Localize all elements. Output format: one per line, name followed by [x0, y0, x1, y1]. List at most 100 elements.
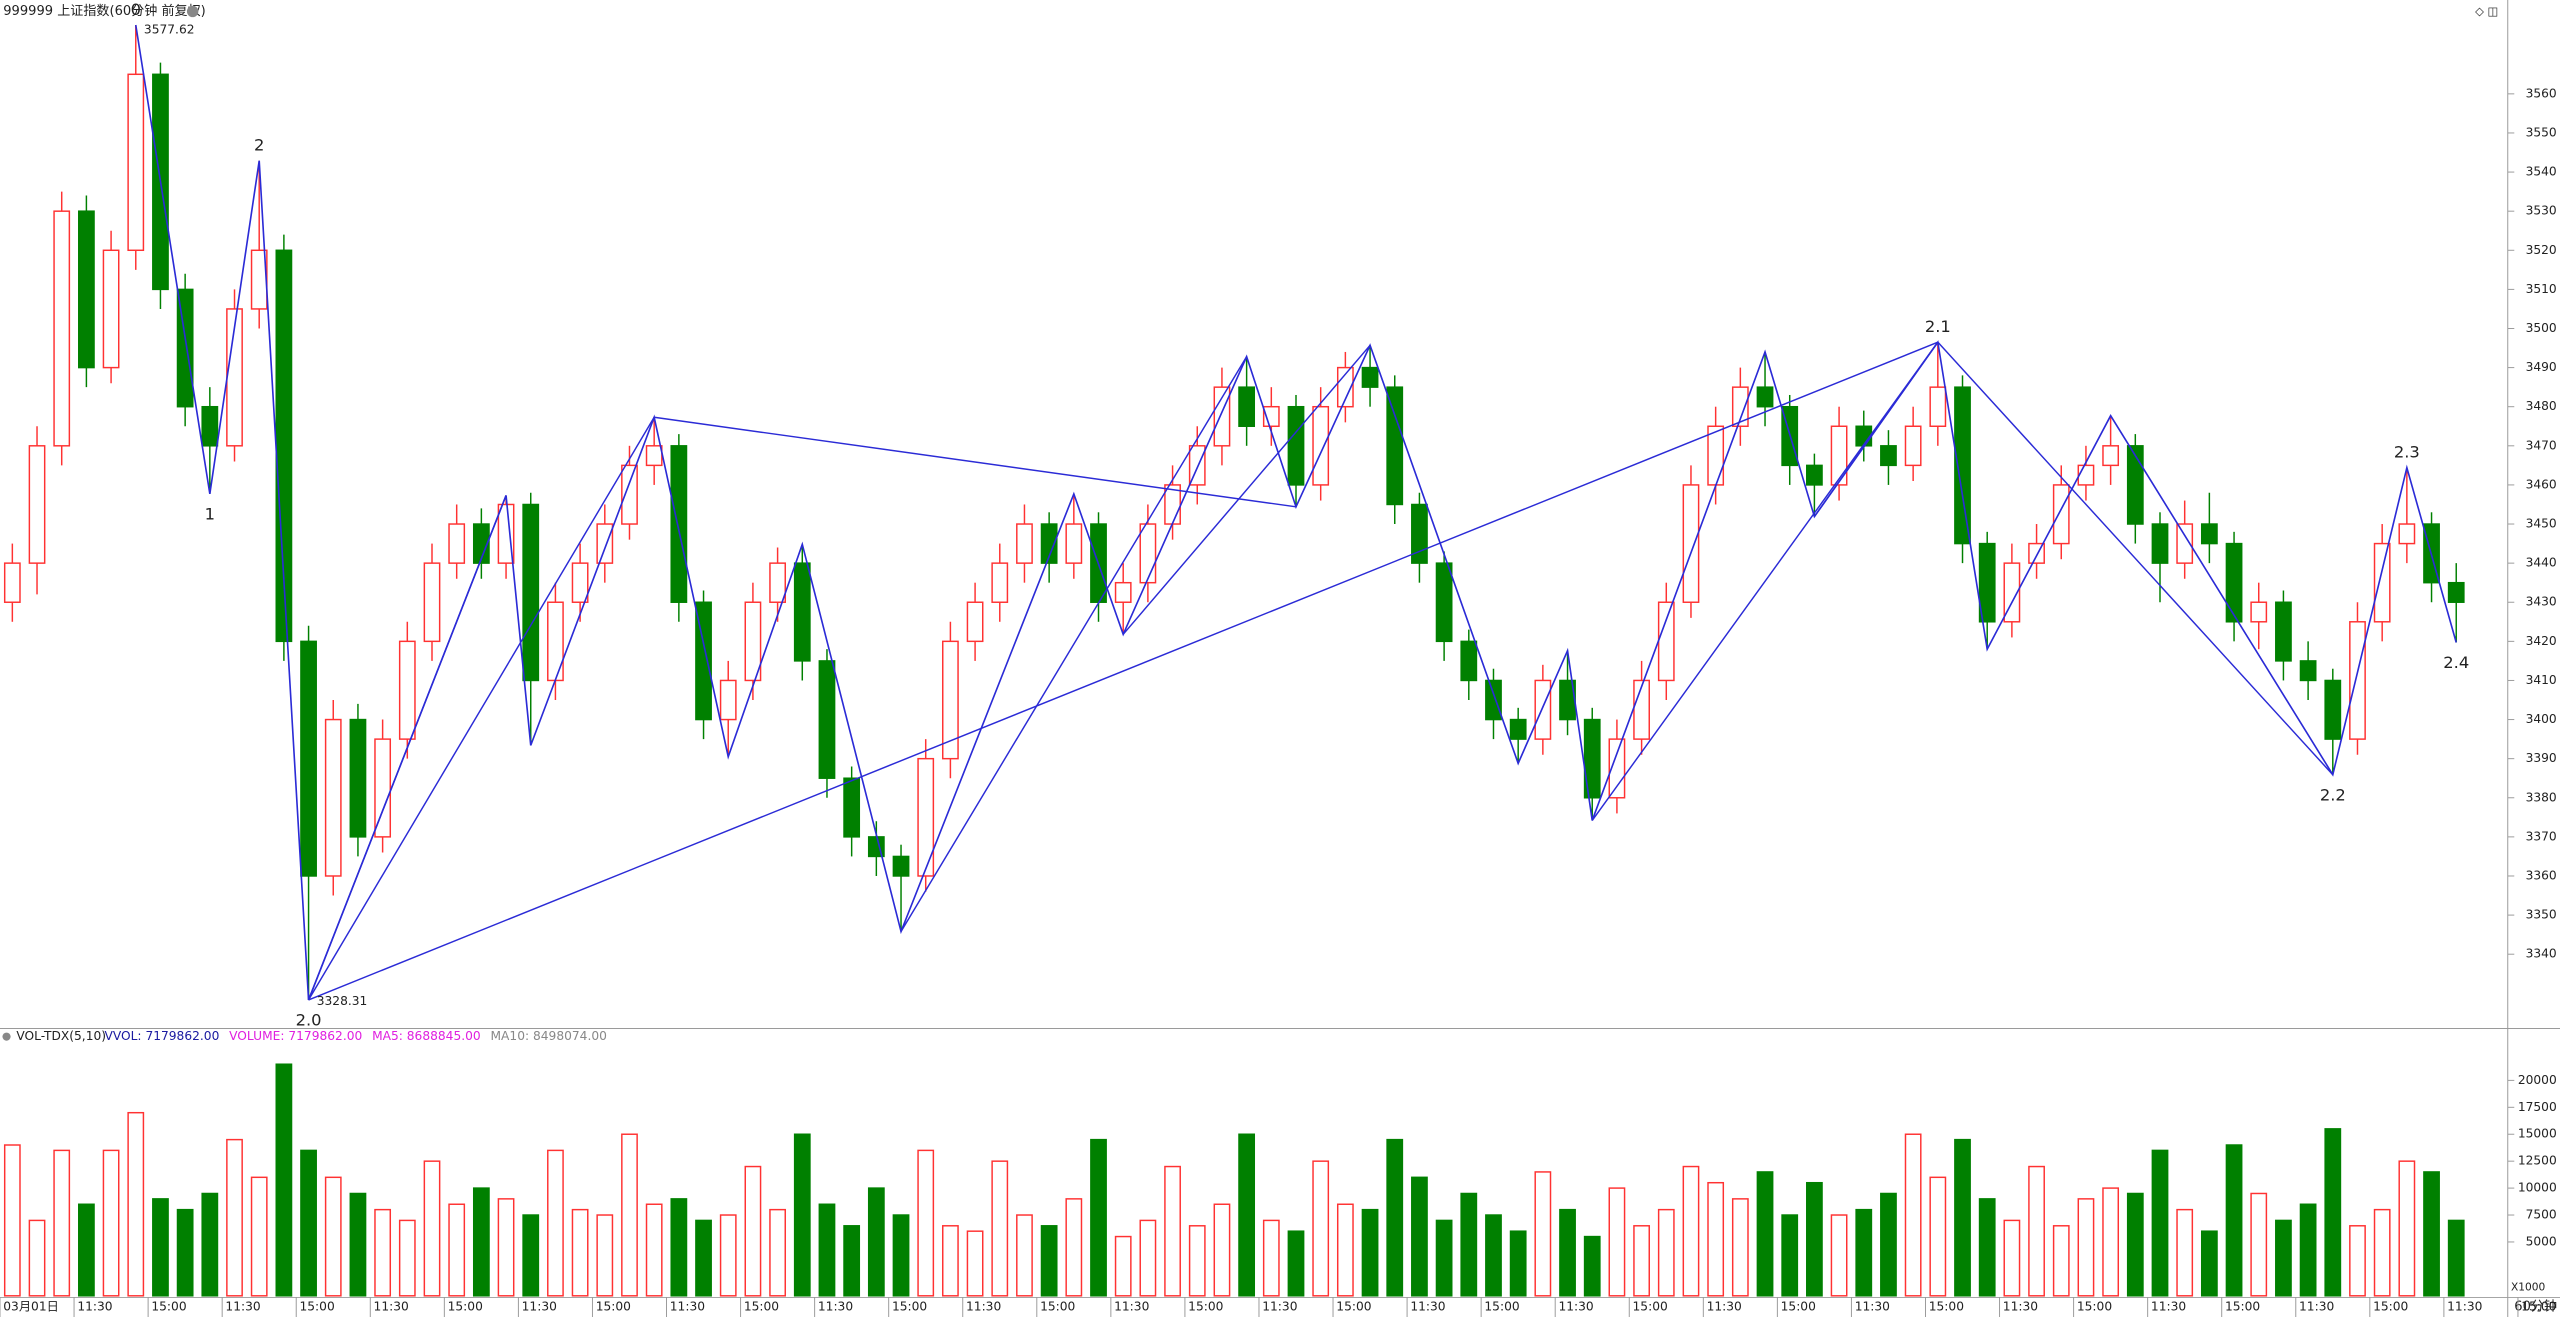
- indicator-legend: VVOL: 7179862.00: [104, 1029, 219, 1043]
- wave-label: 2.2: [2320, 785, 2346, 804]
- volume-bar: [2349, 1225, 2366, 1297]
- candle-body: [695, 601, 712, 721]
- v-tick-label: 20000: [2518, 1073, 2557, 1087]
- volume-bar: [670, 1198, 688, 1297]
- candle-body: [472, 523, 490, 564]
- x-tick-label: 11:30: [1410, 1300, 1445, 1314]
- candle-body: [2225, 542, 2243, 623]
- x-tick-label: 11:30: [670, 1300, 705, 1314]
- volume-bar: [547, 1149, 564, 1297]
- volume-bar: [2151, 1149, 2169, 1297]
- volume-bar: [1386, 1138, 1404, 1297]
- candle-body: [1509, 718, 1527, 740]
- x-tick-label: 11:30: [225, 1300, 260, 1314]
- candle-body: [2349, 621, 2366, 740]
- volume-bar: [78, 1203, 95, 1297]
- candle-body: [1114, 581, 1132, 603]
- volume-bar: [1460, 1192, 1478, 1297]
- candle-body: [1954, 386, 1971, 545]
- trend-line: [1122, 344, 1371, 635]
- y-tick-label: 3540: [2526, 165, 2557, 179]
- x-tick-label: 15:00: [744, 1300, 779, 1314]
- volume-bar: [2176, 1208, 2194, 1297]
- chart-title: 999999 上证指数(60分钟 前复权): [3, 3, 205, 19]
- y-tick-label: 3550: [2526, 125, 2557, 139]
- candle-body: [1929, 386, 1947, 427]
- y-tick-label: 3560: [2526, 86, 2557, 100]
- candle-body: [1238, 386, 1256, 427]
- volume-bar: [127, 1111, 145, 1297]
- candle-body: [2126, 445, 2144, 525]
- candle-body: [3, 562, 21, 603]
- window-controls[interactable]: ◇ ◫: [2475, 4, 2498, 18]
- y-tick-label: 3360: [2526, 868, 2557, 882]
- volume-bar: [1929, 1176, 1947, 1297]
- candle-body: [1361, 366, 1379, 388]
- candle-body: [670, 445, 688, 603]
- trend-line: [307, 416, 655, 1001]
- x-tick-label: 11:30: [1114, 1300, 1149, 1314]
- volume-bar: [374, 1208, 392, 1297]
- volume-bar: [1954, 1138, 1971, 1297]
- candle-body: [1213, 386, 1231, 447]
- x-tick-label: 11:30: [1558, 1300, 1593, 1314]
- volume-bar: [2250, 1192, 2268, 1297]
- trend-line: [900, 356, 1248, 932]
- wave-label: 2.3: [2394, 443, 2420, 462]
- candle-body: [2077, 464, 2095, 486]
- trend-line: [1813, 341, 1939, 518]
- x-tick-label: 11:30: [818, 1300, 853, 1314]
- volume-bar: [2275, 1219, 2292, 1297]
- x-tick-label: 15:00: [2373, 1300, 2408, 1314]
- x-tick-label: 15:00: [151, 1300, 186, 1314]
- candle-body: [127, 73, 145, 252]
- volume-bar: [1731, 1198, 1749, 1297]
- candle-body: [621, 464, 638, 525]
- x-tick-label: 11:30: [2003, 1300, 2038, 1314]
- volume-bar: [2052, 1225, 2070, 1297]
- x-tick-label: 15:00: [596, 1300, 631, 1314]
- y-tick-label: 3500: [2526, 321, 2557, 335]
- volume-bar: [1633, 1225, 1650, 1297]
- volume-bar: [1830, 1214, 1848, 1297]
- volume-bar: [275, 1063, 293, 1297]
- x-tick-label: 11:30: [522, 1300, 557, 1314]
- low-price-label: 3328.31: [317, 994, 368, 1008]
- volume-bar: [448, 1203, 466, 1297]
- title-icon[interactable]: [186, 5, 199, 18]
- volume-bar: [1806, 1181, 1823, 1297]
- candle-body: [1583, 718, 1601, 799]
- x-tick-label: 15:00: [448, 1300, 483, 1314]
- volume-bar: [176, 1208, 194, 1297]
- wave-label: 2.1: [1925, 317, 1951, 336]
- y-tick-label: 3380: [2526, 790, 2557, 804]
- volume-bar: [1583, 1235, 1601, 1297]
- candle-body: [2151, 523, 2169, 564]
- volume-bar: [867, 1187, 885, 1297]
- v-tick-label: 5000: [2526, 1234, 2557, 1248]
- volume-bar: [1435, 1219, 1453, 1297]
- trend-line: [654, 416, 1297, 508]
- volume-bar: [1880, 1192, 1897, 1297]
- volume-bar: [695, 1219, 712, 1297]
- x-tick-label: 11:30: [1855, 1300, 1890, 1314]
- volume-bar: [2126, 1192, 2144, 1297]
- volume-bar: [1287, 1230, 1305, 1297]
- volume-bar: [1188, 1225, 1206, 1297]
- y-tick-label: 3520: [2526, 243, 2557, 257]
- volume-bar: [1213, 1203, 1231, 1297]
- volume-bar: [250, 1176, 268, 1297]
- indicator-legend: MA10: 8498074.00: [491, 1029, 607, 1043]
- volume-bar: [1238, 1133, 1256, 1297]
- volume-bar: [3, 1144, 21, 1297]
- x-tick-label: 11:30: [2447, 1300, 2482, 1314]
- candle-body: [349, 718, 367, 838]
- v-tick-label: 7500: [2526, 1208, 2557, 1222]
- candle-body: [1682, 484, 1700, 603]
- period-label[interactable]: 60分钟: [2514, 1299, 2557, 1315]
- volume-bar: [892, 1214, 910, 1297]
- volume-bar: [1756, 1171, 1774, 1297]
- trend-line: [307, 495, 507, 1001]
- candle-body: [1978, 542, 1996, 623]
- candle-body: [102, 249, 120, 369]
